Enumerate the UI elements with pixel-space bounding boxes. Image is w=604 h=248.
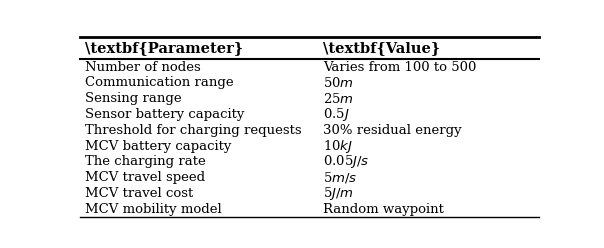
Text: MCV mobility model: MCV mobility model bbox=[85, 203, 222, 216]
Text: MCV travel speed: MCV travel speed bbox=[85, 171, 205, 184]
Text: 30% residual energy: 30% residual energy bbox=[323, 124, 462, 137]
Text: 10$kJ$: 10$kJ$ bbox=[323, 137, 353, 155]
Text: Varies from 100 to 500: Varies from 100 to 500 bbox=[323, 61, 477, 74]
Text: \textbf{Parameter}: \textbf{Parameter} bbox=[85, 41, 243, 55]
Text: 25$m$: 25$m$ bbox=[323, 92, 355, 106]
Text: \textbf{Value}: \textbf{Value} bbox=[323, 41, 440, 55]
Text: MCV battery capacity: MCV battery capacity bbox=[85, 140, 231, 153]
Text: Communication range: Communication range bbox=[85, 76, 234, 90]
Text: Random waypoint: Random waypoint bbox=[323, 203, 445, 216]
Text: 0.5$J$: 0.5$J$ bbox=[323, 106, 350, 123]
Text: Sensor battery capacity: Sensor battery capacity bbox=[85, 108, 244, 121]
Text: Threshold for charging requests: Threshold for charging requests bbox=[85, 124, 301, 137]
Text: 5$m/s$: 5$m/s$ bbox=[323, 170, 358, 185]
Text: Number of nodes: Number of nodes bbox=[85, 61, 201, 74]
Text: 0.05$J/s$: 0.05$J/s$ bbox=[323, 153, 370, 170]
Text: MCV travel cost: MCV travel cost bbox=[85, 187, 193, 200]
Text: 5$J/m$: 5$J/m$ bbox=[323, 185, 354, 202]
Text: 50$m$: 50$m$ bbox=[323, 76, 355, 90]
Text: The charging rate: The charging rate bbox=[85, 155, 205, 168]
Text: Sensing range: Sensing range bbox=[85, 92, 181, 105]
